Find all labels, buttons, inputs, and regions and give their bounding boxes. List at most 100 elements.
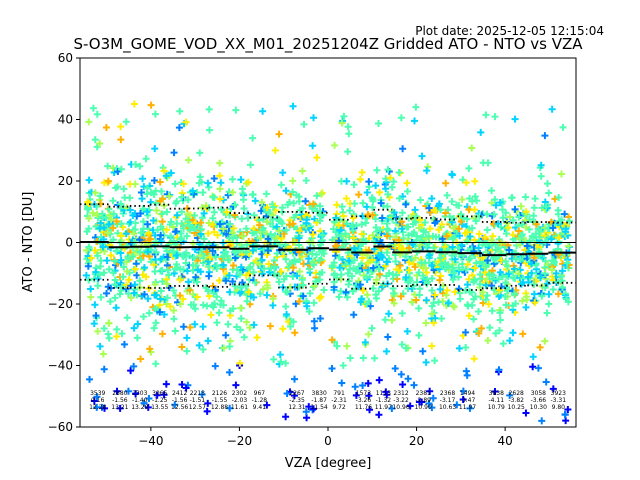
scatter-point [171, 401, 179, 409]
scatter-point [106, 298, 114, 306]
scatter-point [456, 295, 464, 303]
bin-std-label: 12.57 [189, 404, 206, 411]
bin-count-label: 2880 [112, 390, 127, 397]
scatter-point [276, 351, 284, 359]
scatter-point [389, 271, 397, 279]
scatter-point [91, 246, 99, 254]
scatter-point [213, 319, 221, 327]
scatter-point [468, 271, 476, 279]
scatter-point [303, 302, 311, 310]
scatter-point [524, 273, 532, 281]
scatter-point [338, 203, 346, 211]
scatter-point [390, 245, 398, 253]
scatter-point [127, 294, 135, 302]
scatter-point [388, 183, 396, 191]
scatter-point [291, 375, 299, 383]
scatter-point [205, 105, 213, 113]
scatter-point [204, 229, 212, 237]
x-tick-label: 20 [409, 434, 424, 448]
bin-count-label: 1494 [460, 390, 475, 397]
scatter-point [166, 303, 174, 311]
scatter-point [204, 337, 212, 345]
scatter-point [292, 211, 300, 219]
scatter-point [200, 235, 208, 243]
bin-mean-label: 0.16 [91, 397, 105, 404]
scatter-point [149, 216, 157, 224]
scatter-point [333, 342, 341, 350]
scatter-point [465, 312, 473, 320]
scatter-point [468, 301, 476, 309]
scatter-point [356, 175, 364, 183]
scatter-point [120, 185, 128, 193]
scatter-point [131, 180, 139, 188]
scatter-point [137, 209, 145, 217]
scatter-point [429, 394, 437, 402]
scatter-point [562, 417, 570, 425]
scatter-point [145, 309, 153, 317]
scatter-point [183, 334, 191, 342]
scatter-point [449, 302, 457, 310]
scatter-point [265, 268, 273, 276]
scatter-point [290, 392, 298, 400]
scatter-point [315, 256, 323, 264]
scatter-point [163, 226, 171, 234]
scatter-point [383, 232, 391, 240]
scatter-point [277, 181, 285, 189]
scatter-point [282, 303, 290, 311]
scatter-point [116, 404, 124, 412]
scatter-point [225, 271, 233, 279]
scatter-point [184, 278, 192, 286]
scatter-point [310, 114, 318, 122]
scatter-point [105, 319, 113, 327]
scatter-point [362, 219, 370, 227]
scatter-point [495, 275, 503, 283]
scatter-point [282, 255, 290, 263]
scatter-point [443, 191, 451, 199]
scatter-point [369, 285, 377, 293]
scatter-point [402, 344, 410, 352]
scatter-point [198, 390, 206, 398]
scatter-point [214, 231, 222, 239]
scatter-point [342, 239, 350, 247]
scatter-point [342, 195, 350, 203]
scatter-point [163, 300, 171, 308]
scatter-point [198, 214, 206, 222]
scatter-point [523, 242, 531, 250]
scatter-point [436, 276, 444, 284]
scatter-point [428, 286, 436, 294]
scatter-point [458, 196, 466, 204]
scatter-point [449, 276, 457, 284]
bin-std-label: 13.29 [131, 404, 148, 411]
scatter-point [375, 411, 383, 419]
scatter-point [156, 301, 164, 309]
scatter-point [418, 398, 426, 406]
scatter-point [545, 290, 553, 298]
scatter-point [319, 231, 327, 239]
scatter-point [269, 295, 277, 303]
scatter-point [415, 331, 423, 339]
scatter-point [157, 237, 165, 245]
scatter-point [275, 227, 283, 235]
scatter-point [119, 273, 127, 281]
scatter-point [196, 173, 204, 181]
scatter-point [412, 219, 420, 227]
scatter-point [309, 200, 317, 208]
scatter-point [160, 391, 168, 399]
scatter-point [89, 104, 97, 112]
bin-mean-label: -1.56 [172, 397, 188, 404]
scatter-point [422, 228, 430, 236]
scatter-point [517, 202, 525, 210]
scatter-point [468, 197, 476, 205]
scatter-point [557, 273, 565, 281]
scatter-point [173, 197, 181, 205]
scatter-point [104, 162, 112, 170]
scatter-point [283, 389, 291, 397]
scatter-point [216, 172, 224, 180]
scatter-point [94, 327, 102, 335]
scatter-point [235, 271, 243, 279]
scatter-point [211, 362, 219, 370]
scatter-point [144, 248, 152, 256]
scatter-point [455, 344, 463, 352]
scatter-point [423, 278, 431, 286]
scatter-point [378, 214, 386, 222]
